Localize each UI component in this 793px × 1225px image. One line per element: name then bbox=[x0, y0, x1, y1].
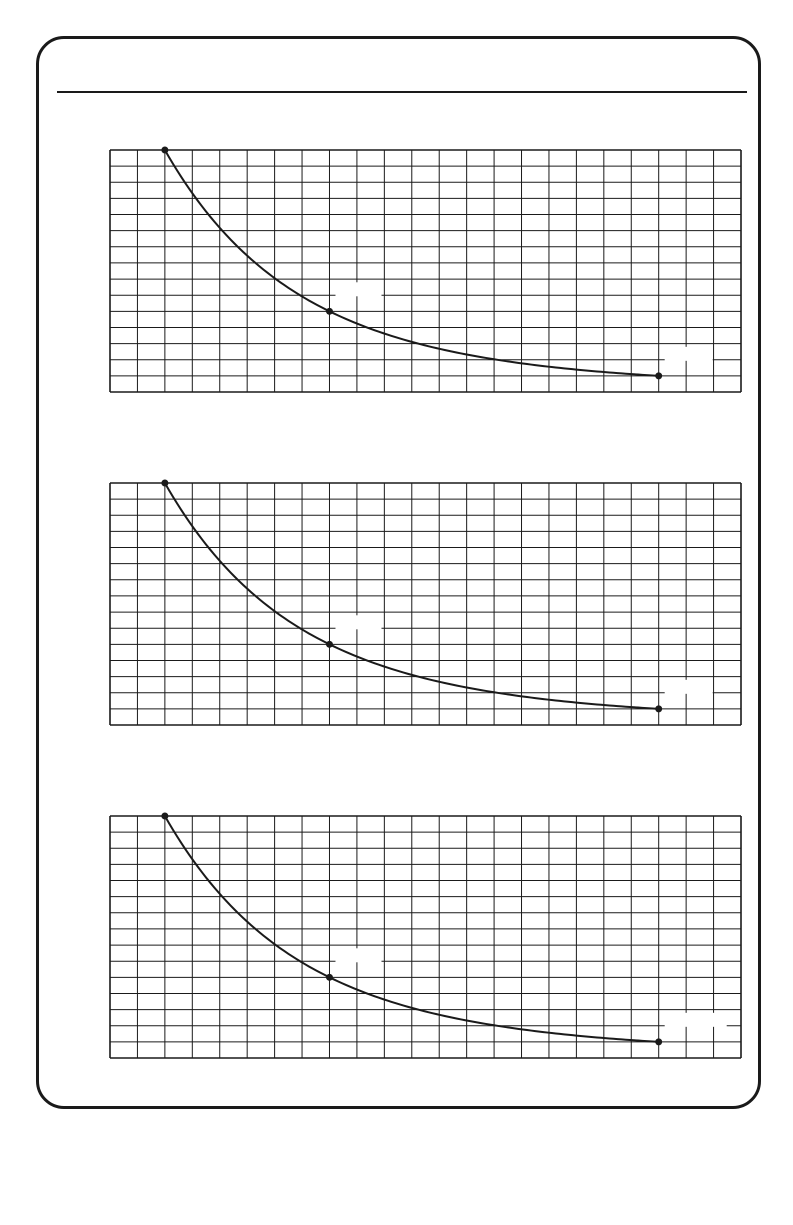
graph-2 bbox=[109, 479, 742, 726]
data-point-1 bbox=[161, 479, 169, 487]
graph-1 bbox=[109, 146, 742, 393]
data-point-1 bbox=[161, 146, 169, 154]
data-point-2 bbox=[325, 973, 333, 981]
blank-label-box bbox=[664, 346, 713, 361]
decay-curve bbox=[164, 482, 659, 710]
blank-label-box bbox=[335, 948, 382, 963]
data-point-3 bbox=[655, 705, 663, 713]
header-rule bbox=[57, 91, 747, 93]
decay-curve bbox=[164, 815, 659, 1043]
data-point-2 bbox=[325, 307, 333, 315]
data-point-2 bbox=[325, 640, 333, 648]
blank-label-box bbox=[664, 1012, 727, 1027]
blank-label-box bbox=[335, 615, 382, 630]
data-point-1 bbox=[161, 812, 169, 820]
blank-label-box bbox=[664, 679, 713, 694]
data-point-3 bbox=[655, 1038, 663, 1046]
data-point-3 bbox=[655, 372, 663, 380]
blank-label-box bbox=[335, 282, 382, 297]
graph-3 bbox=[109, 812, 742, 1059]
decay-curve bbox=[164, 149, 659, 377]
